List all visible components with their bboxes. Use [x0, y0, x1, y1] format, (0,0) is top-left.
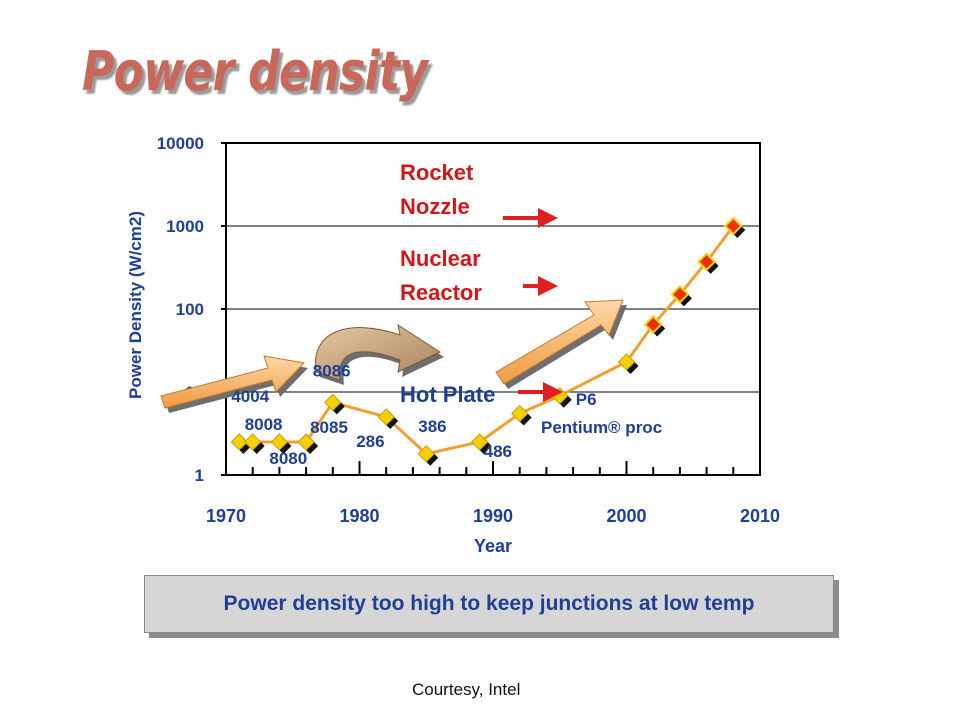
data-point-marker — [617, 353, 639, 374]
x-axis-label: Year — [474, 536, 512, 556]
data-point-marker — [243, 433, 265, 454]
y-tick-label: 10000 — [157, 134, 204, 153]
data-label-386: 386 — [418, 417, 446, 436]
data-label-4004: 4004 — [231, 387, 269, 406]
marker-diamond — [470, 433, 489, 451]
marker-diamond — [617, 353, 636, 371]
nuclear-reactor-arrow-icon — [523, 276, 558, 296]
data-label-p6: P6 — [576, 390, 597, 409]
axis-ticks — [221, 142, 761, 476]
marker-diamond — [643, 315, 663, 334]
marker-diamond — [270, 433, 289, 451]
decorative-arrow-left-icon — [160, 355, 308, 413]
marker-diamond — [670, 284, 690, 304]
data-point-marker — [470, 433, 492, 454]
marker-diamond — [510, 404, 529, 423]
decorative-curved-arrow-icon — [314, 323, 444, 385]
nuclear-reactor-label-line2: Reactor — [400, 280, 482, 305]
hot-plate-arrow-icon — [518, 382, 563, 402]
slide-title: Power density — [82, 40, 428, 103]
x-tick-label: 2000 — [606, 506, 646, 526]
rocket-nozzle-label-line2: Nozzle — [400, 194, 470, 219]
data-label-486: 486 — [484, 442, 512, 461]
caption-box: Power density too high to keep junctions… — [144, 575, 834, 633]
rocket-nozzle-arrow-icon — [503, 208, 558, 228]
data-label-8085: 8085 — [310, 418, 348, 437]
rocket-nozzle-label-line1: Rocket — [400, 160, 474, 185]
marker-diamond — [230, 433, 249, 451]
data-label-8086: 8086 — [313, 361, 351, 380]
marker-diamond — [297, 433, 315, 451]
data-point-marker — [510, 404, 532, 426]
marker-diamond — [243, 433, 262, 451]
marker-diamond — [697, 252, 717, 272]
y-tick-label: 1000 — [166, 217, 204, 236]
pentium-label: Pentium® proc — [541, 418, 662, 437]
courtesy-credit: Courtesy, Intel — [412, 680, 521, 699]
x-tick-label: 1990 — [473, 506, 513, 526]
x-tick-label: 1970 — [206, 506, 246, 526]
data-label-8008: 8008 — [245, 415, 283, 434]
marker-diamond — [324, 393, 342, 412]
hot-plate-label: Hot Plate — [400, 382, 495, 407]
marker-diamond — [417, 445, 435, 463]
marker-diamond — [377, 408, 395, 426]
data-label-286: 286 — [356, 432, 384, 451]
marker-diamond — [723, 216, 743, 236]
data-point-marker — [297, 433, 319, 454]
data-point-marker — [417, 445, 439, 466]
data-point-marker — [723, 216, 746, 238]
nuclear-reactor-label-line1: Nuclear — [400, 246, 481, 271]
data-label-8080: 8080 — [269, 449, 307, 468]
data-point-marker — [324, 393, 345, 415]
data-point-marker — [643, 315, 666, 337]
data-point-marker — [270, 433, 292, 454]
series-markers — [230, 216, 746, 466]
caption-text: Power density too high to keep junctions… — [223, 592, 755, 615]
y-tick-label: 100 — [176, 300, 204, 319]
data-point-marker — [670, 284, 692, 307]
x-tick-label: 1980 — [339, 506, 379, 526]
data-point-marker — [377, 408, 399, 429]
decorative-arrow-right-icon — [495, 299, 627, 389]
y-axis-tick-labels: 110100100010000 — [157, 134, 204, 485]
grid-lines — [226, 225, 760, 393]
x-axis-tick-labels: 1970 1980 1990 2000 2010 — [206, 506, 780, 526]
y-tick-label: 1 — [195, 466, 204, 485]
data-point-marker — [697, 252, 719, 274]
y-axis-label: Power Density (W/cm2) — [126, 211, 145, 399]
x-tick-label: 2010 — [740, 506, 780, 526]
